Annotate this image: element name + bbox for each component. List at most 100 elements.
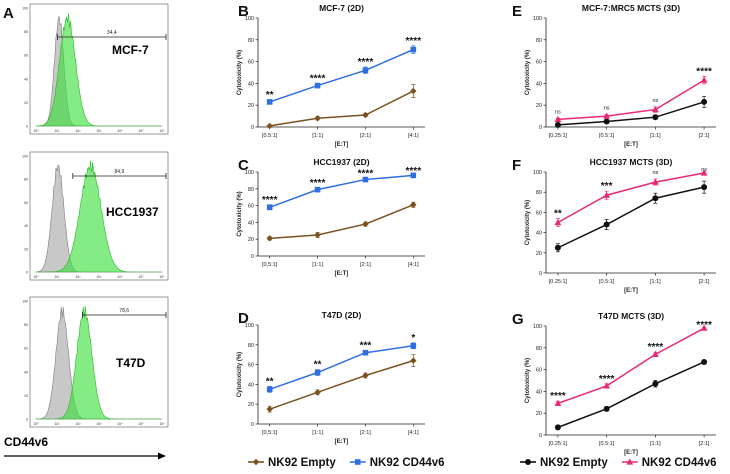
flow-panels: A 100 80 60 40 20 0 10⁰ 10¹ 10² 10³ 10⁴ 10⁵ 10⁶ 34,4 MC… — [3, 3, 169, 460]
y-tick-label: 0 — [251, 422, 254, 428]
data-point — [410, 342, 417, 349]
flow-y-tick: 20 — [24, 394, 28, 398]
data-point — [603, 382, 611, 389]
significance-label: ** — [554, 208, 562, 219]
significance-label: **** — [406, 166, 422, 177]
y-tick-label: 0 — [251, 254, 254, 260]
flow-y-tick: 100 — [22, 7, 28, 11]
gate-value: 84,9 — [115, 169, 125, 175]
y-tick-label: 40 — [536, 81, 542, 87]
legend-label: NK92 CD44v6 — [370, 457, 445, 469]
significance-label: **** — [310, 73, 326, 84]
x-tick-label: [0.25:1] — [549, 441, 568, 447]
panel-letter: B — [238, 3, 249, 20]
data-point — [410, 46, 417, 53]
significance-label: *** — [601, 181, 613, 192]
flow-y-tick: 80 — [24, 30, 28, 34]
significance-label: **** — [358, 57, 374, 68]
flow-x-tick: 10⁶ — [159, 422, 165, 426]
x-axis-label: [E:T] — [624, 450, 638, 456]
data-point — [554, 424, 561, 431]
data-point — [410, 87, 417, 95]
y-axis-label: Cytotoxicity (%) — [525, 50, 531, 95]
series-0 — [554, 96, 708, 128]
series-0 — [266, 84, 417, 130]
marker-label: CD44v6 — [4, 435, 48, 449]
y-tick-label: 40 — [248, 382, 254, 388]
data-point — [652, 380, 659, 387]
data-point — [362, 67, 369, 74]
y-tick-label: 80 — [248, 187, 254, 193]
cell-line-label: T47D — [116, 356, 146, 370]
x-axis-label: [E:T] — [624, 288, 638, 294]
flow-y-tick: 80 — [24, 178, 28, 182]
flow-x-tick: 10¹ — [54, 422, 60, 426]
data-point — [554, 244, 561, 251]
x-tick-label: [1:1] — [650, 279, 661, 285]
x-tick-label: [1:1] — [312, 262, 323, 268]
panel-letter: E — [512, 3, 522, 20]
significance-label: ** — [314, 360, 322, 371]
data-point — [314, 82, 321, 89]
significance-label: **** — [262, 195, 278, 206]
x-axis-label: [E:T] — [335, 439, 349, 445]
series-1 — [554, 169, 708, 227]
series-1 — [554, 324, 708, 406]
data-point — [603, 112, 611, 119]
significance-label: **** — [648, 342, 664, 353]
y-axis-label: Cytotoxicity (%) — [237, 352, 243, 397]
flow-y-tick: 20 — [24, 101, 28, 105]
y-tick-label: 40 — [248, 81, 254, 87]
x-tick-label: [0.5:1] — [262, 430, 278, 436]
x-marker-arrow-head — [158, 452, 166, 460]
series-0 — [266, 201, 417, 242]
chart-panel-f: F HCC1937 MCTS (3D) 0 20 40 60 80 100 [0.25:1] [0… — [512, 157, 716, 294]
x-tick-label: [4:1] — [408, 133, 419, 139]
series-line — [557, 327, 705, 405]
data-point — [314, 186, 321, 193]
y-tick-label: 40 — [536, 389, 542, 395]
flow-x-tick: 10⁵ — [138, 422, 144, 426]
significance-label: ** — [266, 90, 274, 101]
y-tick-label: 80 — [248, 343, 254, 349]
flow-x-tick: 10¹ — [54, 275, 60, 279]
significance-label: * — [411, 333, 415, 344]
significance-label: **** — [599, 374, 615, 385]
y-tick-label: 20 — [248, 103, 254, 109]
flow-y-tick: 0 — [26, 271, 28, 275]
data-point — [266, 204, 273, 211]
x-tick-label: [2:1] — [699, 133, 710, 139]
y-tick-label: 40 — [248, 220, 254, 226]
data-point — [314, 369, 321, 376]
flow-y-tick: 100 — [22, 300, 28, 304]
panel-letter: A — [3, 5, 14, 22]
y-tick-label: 20 — [248, 402, 254, 408]
y-tick-label: 60 — [536, 368, 542, 374]
y-tick-label: 100 — [245, 16, 254, 22]
x-tick-label: [2:1] — [360, 262, 371, 268]
significance-label: *** — [360, 341, 372, 352]
flow-x-tick: 10⁴ — [117, 275, 123, 279]
chart-panel-b: B MCF-7 (2D) 0 20 40 60 80 100 [0.5:1] [1:1] [2:1]… — [237, 3, 425, 148]
data-point — [652, 114, 659, 121]
cell-line-label: MCF-7 — [112, 43, 149, 57]
flow-x-tick: 10³ — [96, 422, 102, 426]
data-point — [554, 218, 562, 226]
significance-label: **** — [358, 168, 374, 179]
series-line — [557, 101, 705, 126]
flow-x-tick: 10² — [75, 129, 81, 133]
flow-y-tick: 20 — [24, 247, 28, 251]
chart-title: T47D MCTS (3D) — [598, 311, 664, 321]
x-tick-label: [0.25:1] — [549, 279, 568, 285]
y-tick-label: 20 — [248, 237, 254, 243]
data-point — [651, 178, 659, 185]
chart-panel-e: E MCF-7:MRC5 MCTS (3D) 0 20 40 60 80 100 [0.25:1… — [512, 3, 716, 148]
significance-label: **** — [696, 66, 712, 77]
x-tick-label: [4:1] — [408, 262, 419, 268]
y-tick-label: 0 — [539, 271, 542, 277]
x-tick-label: [4:1] — [408, 430, 419, 436]
chart-title: HCC1937 (2D) — [313, 157, 369, 167]
data-point — [603, 191, 611, 198]
significance-label: **** — [696, 320, 712, 331]
